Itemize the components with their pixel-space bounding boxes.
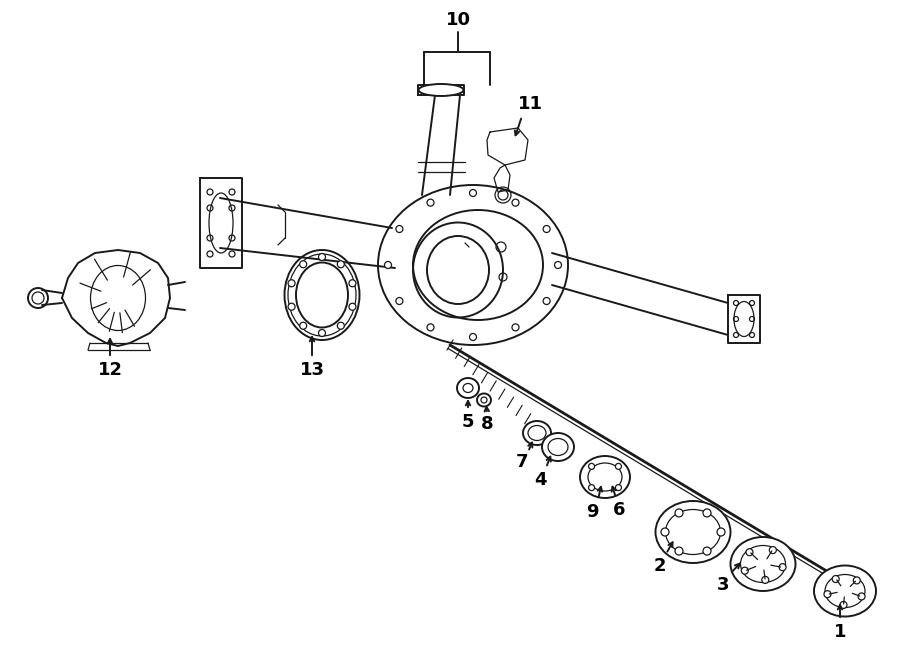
- Ellipse shape: [580, 456, 630, 498]
- Circle shape: [349, 303, 356, 310]
- Circle shape: [349, 280, 356, 287]
- Text: 7: 7: [516, 453, 528, 471]
- Ellipse shape: [296, 262, 348, 327]
- Circle shape: [840, 602, 847, 608]
- Text: 10: 10: [446, 11, 471, 29]
- Ellipse shape: [418, 84, 464, 96]
- Circle shape: [761, 576, 769, 584]
- Circle shape: [288, 303, 295, 310]
- Text: 1: 1: [833, 623, 846, 641]
- Circle shape: [319, 254, 326, 260]
- Text: 13: 13: [300, 361, 325, 379]
- Circle shape: [616, 463, 621, 469]
- Circle shape: [396, 225, 403, 233]
- Circle shape: [742, 567, 748, 574]
- Ellipse shape: [814, 566, 876, 617]
- Circle shape: [470, 334, 476, 340]
- Circle shape: [616, 485, 621, 490]
- Circle shape: [427, 324, 434, 331]
- Circle shape: [853, 577, 860, 584]
- Circle shape: [543, 225, 550, 233]
- Text: 4: 4: [534, 471, 546, 489]
- Text: 8: 8: [481, 415, 493, 433]
- Ellipse shape: [427, 236, 489, 304]
- Circle shape: [717, 528, 725, 536]
- Circle shape: [675, 547, 683, 555]
- Ellipse shape: [457, 378, 479, 398]
- Circle shape: [703, 547, 711, 555]
- Ellipse shape: [655, 501, 731, 563]
- Circle shape: [470, 190, 476, 196]
- Text: 6: 6: [613, 501, 626, 519]
- Ellipse shape: [523, 421, 551, 445]
- Ellipse shape: [542, 433, 574, 461]
- Circle shape: [589, 463, 595, 469]
- Ellipse shape: [741, 545, 786, 582]
- Circle shape: [384, 262, 392, 268]
- Circle shape: [319, 329, 326, 336]
- Circle shape: [824, 591, 831, 598]
- Ellipse shape: [463, 383, 473, 393]
- Circle shape: [300, 260, 307, 268]
- Circle shape: [512, 324, 519, 331]
- Circle shape: [396, 297, 403, 305]
- Ellipse shape: [528, 426, 546, 440]
- Ellipse shape: [477, 393, 491, 407]
- Ellipse shape: [413, 210, 543, 320]
- Circle shape: [543, 297, 550, 305]
- Circle shape: [770, 547, 777, 553]
- Circle shape: [675, 509, 683, 517]
- Circle shape: [779, 564, 786, 570]
- Text: 12: 12: [97, 361, 122, 379]
- Circle shape: [746, 549, 753, 556]
- Circle shape: [300, 323, 307, 329]
- Ellipse shape: [731, 537, 796, 591]
- Circle shape: [512, 199, 519, 206]
- Ellipse shape: [588, 463, 622, 491]
- Text: 2: 2: [653, 557, 666, 575]
- Ellipse shape: [665, 510, 721, 555]
- Circle shape: [661, 528, 669, 536]
- Circle shape: [858, 593, 865, 600]
- Ellipse shape: [825, 574, 865, 607]
- Circle shape: [703, 509, 711, 517]
- Text: 11: 11: [518, 95, 543, 113]
- Circle shape: [338, 323, 345, 329]
- Circle shape: [338, 260, 345, 268]
- Ellipse shape: [548, 438, 568, 455]
- Text: 5: 5: [462, 413, 474, 431]
- Ellipse shape: [481, 397, 487, 403]
- Text: 9: 9: [586, 503, 598, 521]
- Circle shape: [589, 485, 595, 490]
- Circle shape: [554, 262, 562, 268]
- Circle shape: [427, 199, 434, 206]
- Text: 3: 3: [716, 576, 729, 594]
- Circle shape: [288, 280, 295, 287]
- Circle shape: [832, 576, 839, 582]
